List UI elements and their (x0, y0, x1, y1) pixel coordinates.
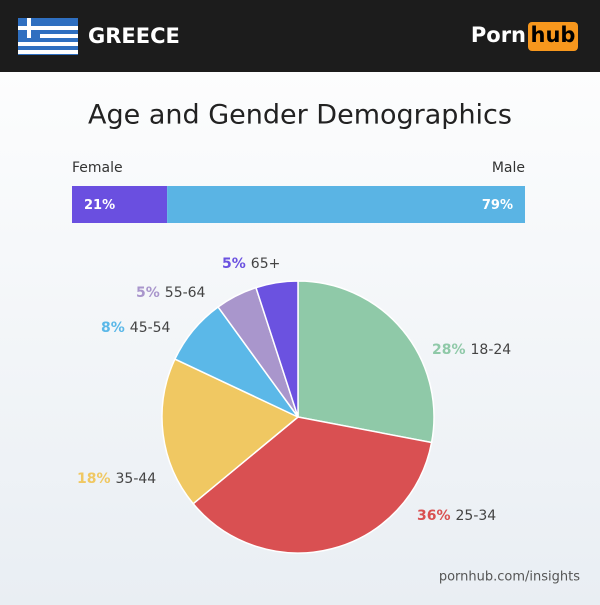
country-name: GREECE (88, 24, 180, 48)
logo-box (528, 22, 578, 51)
flag-stripe (18, 26, 78, 30)
logo-right: hub (531, 23, 576, 47)
logo-left: Porn (471, 23, 526, 47)
slice-age-group: 45-54 (130, 320, 171, 336)
pie-slice (255, 280, 299, 418)
slice-percent: 28% (432, 342, 466, 358)
slice-age-group: 65+ (251, 256, 281, 272)
slice-age-group: 35-44 (116, 471, 157, 487)
flag-stripe (18, 34, 78, 38)
source-url: pornhub.com/insights (439, 570, 580, 585)
slice-label: 36% 25-34 (417, 508, 496, 524)
flag-stripe (18, 50, 78, 54)
slice-percent: 18% (77, 471, 111, 487)
header-bar (0, 0, 600, 72)
slice-age-group: 25-34 (456, 508, 497, 524)
slice-percent: 36% (417, 508, 451, 524)
gender-bar (167, 186, 525, 223)
bar-value-label: 21% (84, 198, 115, 213)
slice-percent: 8% (101, 320, 125, 336)
pie-slice (161, 358, 300, 505)
slice-label: 8% 45-54 (101, 320, 171, 336)
legend-female: Female (72, 160, 123, 176)
slice-percent: 5% (136, 285, 160, 301)
bar-value-label: 79% (482, 198, 513, 213)
pie-slice (192, 416, 433, 554)
greek-flag (18, 18, 78, 55)
slice-percent: 5% (222, 256, 246, 272)
gender-bar (72, 186, 168, 223)
flag-stripe (18, 42, 78, 46)
legend-male: Male (492, 160, 525, 176)
slice-label: 28% 18-24 (432, 342, 511, 358)
pie-slice (297, 280, 435, 444)
slice-age-group: 18-24 (471, 342, 512, 358)
chart-title: Age and Gender Demographics (88, 100, 512, 131)
slice-label: 18% 35-44 (77, 471, 156, 487)
slice-label: 5% 65+ (222, 256, 280, 272)
flag-cross (18, 26, 40, 30)
slice-age-group: 55-64 (165, 285, 206, 301)
slice-label: 5% 55-64 (136, 285, 206, 301)
